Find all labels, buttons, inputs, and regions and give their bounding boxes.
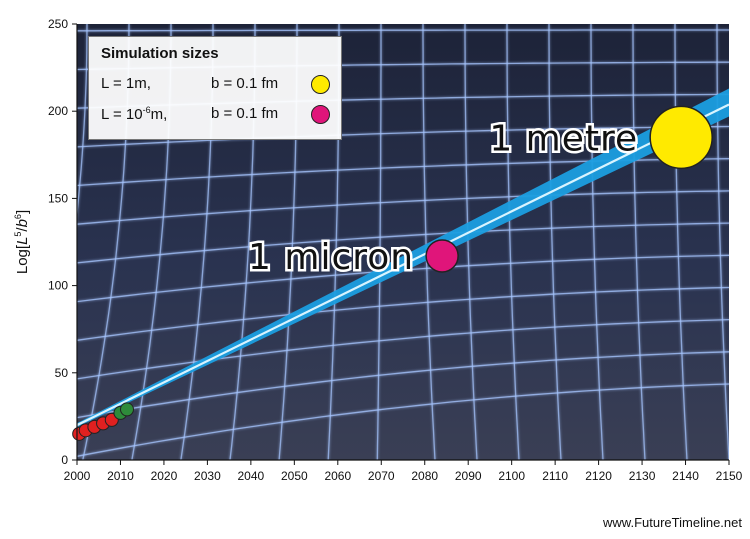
bg-grid-line [590, 24, 604, 460]
x-tick-label: 2110 [542, 469, 568, 483]
micron-label: 1 micron [248, 237, 414, 278]
metre-label: 1 metre [489, 118, 638, 159]
legend-b-1m: b = 0.1 fm [211, 75, 279, 92]
y-label-slash: / [14, 227, 31, 232]
bg-grid-line [77, 286, 729, 341]
y-axis-ticks: 0 50 100 150 200 250 [48, 17, 77, 467]
site-credit: www.FutureTimeline.net [603, 515, 742, 530]
y-tick-label: 250 [48, 17, 68, 31]
x-tick-label: 2150 [716, 469, 743, 483]
y-tick-label: 100 [48, 279, 68, 293]
legend-l-1m: L = 1m, [101, 75, 151, 92]
y-label-a-exp: 5 [13, 232, 23, 237]
bg-grid-line [77, 24, 88, 219]
bg-grid-line [506, 24, 520, 460]
y-tick-label: 0 [61, 453, 68, 467]
legend-l-micron: L = 10-6m, [101, 105, 168, 123]
legend-b-micron: b = 0.1 fm [211, 105, 279, 122]
y-tick-label: 150 [48, 191, 68, 205]
trend-band-fill [77, 88, 729, 428]
bg-grid-line [77, 383, 729, 457]
x-tick-label: 2020 [151, 469, 178, 483]
y-axis-label: Log[L5/b6] [13, 210, 31, 274]
metre-marker [649, 105, 713, 170]
y-label-b-exp: 6 [13, 214, 23, 219]
x-tick-label: 2000 [64, 469, 91, 483]
data-points [72, 402, 134, 441]
y-label-b: b [14, 219, 31, 227]
bg-grid-line [674, 24, 688, 460]
legend-title: Simulation sizes [101, 45, 219, 62]
annotations: 1 micron 1 metre [246, 105, 713, 280]
bg-grid-line [77, 318, 729, 380]
bg-grid-line [376, 24, 382, 460]
x-tick-label: 2130 [629, 469, 656, 483]
y-label-a: L [14, 237, 31, 245]
legend-row-micron: L = 10-6m, b = 0.1 fm [101, 105, 278, 123]
trend-band [77, 88, 729, 428]
bg-grid-line [77, 222, 729, 264]
x-tick-label: 2100 [498, 469, 525, 483]
trend-line [77, 103, 729, 427]
x-tick-label: 2140 [672, 469, 699, 483]
x-tick-label: 2010 [107, 469, 134, 483]
bg-grid-line [77, 190, 729, 225]
x-tick-label: 2060 [324, 469, 351, 483]
green-data-point [119, 402, 134, 417]
y-label-suffix: ] [14, 210, 31, 214]
bg-grid-line [77, 351, 729, 419]
axes [76, 24, 729, 461]
x-tick-label: 2080 [411, 469, 438, 483]
y-tick-label: 200 [48, 104, 68, 118]
x-tick-label: 2040 [238, 469, 265, 483]
bg-grid-line [632, 24, 646, 460]
x-tick-label: 2030 [194, 469, 221, 483]
bg-grid-line [464, 24, 478, 460]
legend: Simulation sizes L = 1m, b = 0.1 fm L = … [88, 36, 342, 140]
legend-marker-yellow [311, 75, 330, 94]
x-tick-label: 2050 [281, 469, 308, 483]
x-tick-label: 2090 [455, 469, 482, 483]
bg-grid-line [77, 125, 729, 148]
y-tick-label: 50 [55, 366, 69, 380]
legend-row-1m: L = 1m, b = 0.1 fm [101, 75, 278, 92]
y-label-prefix: Log[ [14, 244, 31, 274]
x-tick-label: 2070 [368, 469, 395, 483]
bg-grid-line [77, 29, 729, 32]
bg-grid-line [422, 24, 436, 460]
legend-marker-pink [311, 105, 330, 124]
micron-marker [425, 239, 459, 273]
x-axis-ticks: 2000 2010 2020 2030 2040 2050 2060 2070 2080 2090… [64, 460, 743, 483]
bg-grid-line [548, 24, 562, 460]
x-tick-label: 2120 [585, 469, 612, 483]
